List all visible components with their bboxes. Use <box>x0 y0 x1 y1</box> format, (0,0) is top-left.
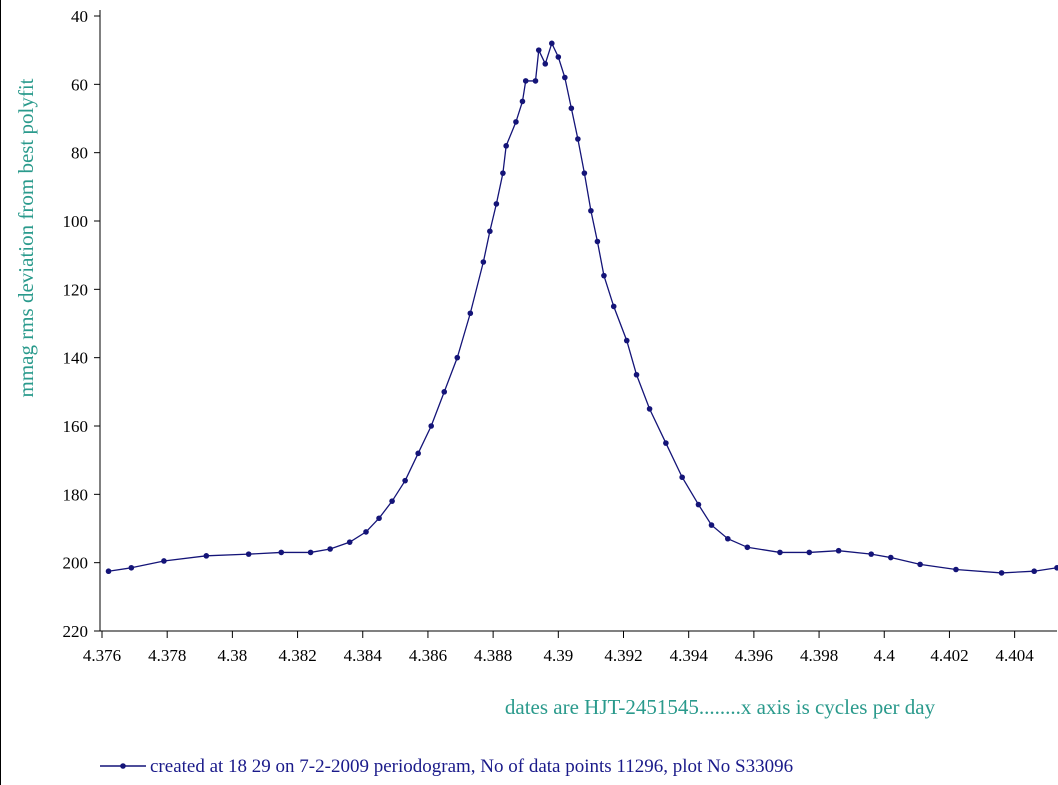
data-point <box>555 54 562 60</box>
data-point <box>389 498 395 504</box>
data-point <box>307 549 314 556</box>
data-point <box>278 549 285 556</box>
data-point <box>415 450 421 457</box>
data-point <box>161 558 167 564</box>
data-point <box>887 554 894 561</box>
x-tick-label: 4.404 <box>996 646 1035 665</box>
data-point <box>493 201 500 207</box>
data-point <box>535 47 542 53</box>
y-tick-label: 140 <box>63 349 89 368</box>
data-point <box>575 136 581 142</box>
x-tick-label: 4.402 <box>930 646 968 665</box>
data-point <box>402 477 408 484</box>
data-point <box>519 98 526 105</box>
data-point <box>128 564 135 571</box>
data-point <box>725 535 731 542</box>
data-point <box>623 337 630 344</box>
data-point <box>376 515 382 522</box>
legend-label: created at 18 29 on 7-2-2009 periodogram… <box>150 756 793 777</box>
x-tick-label: 4.388 <box>474 646 512 665</box>
y-tick-label: 120 <box>63 280 89 299</box>
data-point <box>744 544 751 551</box>
data-point <box>203 553 210 559</box>
data-point <box>594 238 601 245</box>
y-tick-label: 80 <box>71 144 88 163</box>
y-tick-label: 40 <box>71 7 88 26</box>
data-point <box>1031 568 1037 575</box>
data-point <box>487 228 493 235</box>
y-axis-label: mmag rms deviation from best polyfit <box>14 78 38 397</box>
data-point <box>806 549 813 556</box>
x-tick-label: 4.376 <box>83 646 121 665</box>
data-point <box>868 551 875 557</box>
data-point <box>663 440 669 446</box>
y-tick-label: 60 <box>71 75 88 94</box>
data-point <box>467 310 474 317</box>
data-point <box>105 568 112 575</box>
data-point <box>835 547 842 554</box>
data-point <box>568 105 575 112</box>
legend-marker <box>120 763 126 769</box>
data-point <box>500 170 506 176</box>
data-point <box>363 529 369 535</box>
x-axis-label: dates are HJT-2451545........x axis is c… <box>505 695 936 719</box>
legend: created at 18 29 on 7-2-2009 periodogram… <box>100 756 793 777</box>
data-point <box>562 74 568 81</box>
data-point <box>454 354 461 361</box>
data-point <box>522 78 529 84</box>
series-line <box>108 41 1058 574</box>
y-tick-label: 100 <box>63 212 89 231</box>
data-point <box>1054 564 1058 571</box>
x-tick-label: 4.396 <box>735 646 773 665</box>
data-point <box>708 522 715 528</box>
x-tick-label: 4.384 <box>344 646 383 665</box>
x-tick-label: 4.378 <box>148 646 186 665</box>
y-tick-label: 160 <box>63 417 89 436</box>
data-point <box>441 389 448 395</box>
data-point <box>777 549 783 556</box>
x-tick-label: 4.386 <box>409 646 447 665</box>
x-tick-label: 4.398 <box>800 646 838 665</box>
data-point <box>548 40 555 47</box>
x-tick-label: 4.39 <box>543 646 573 665</box>
data-point <box>633 371 640 378</box>
y-tick-label: 220 <box>63 622 89 641</box>
x-tick-label: 4.382 <box>278 646 316 665</box>
x-tick-label: 4.394 <box>670 646 709 665</box>
data-point <box>646 406 653 412</box>
x-tick-label: 4.38 <box>218 646 248 665</box>
data-point <box>513 119 519 125</box>
data-point <box>588 207 594 214</box>
data-point <box>953 566 959 573</box>
x-tick-label: 4.392 <box>604 646 642 665</box>
data-point <box>695 501 702 508</box>
data-point <box>327 546 333 552</box>
data-point <box>542 61 549 67</box>
data-point <box>346 539 353 545</box>
data-point <box>998 570 1005 576</box>
data-point <box>581 170 588 176</box>
data-point <box>480 259 487 265</box>
x-tick-label: 4.4 <box>874 646 896 665</box>
data-point <box>917 561 923 568</box>
data-point <box>610 303 617 310</box>
data-point <box>532 78 539 84</box>
data-point <box>503 143 509 149</box>
y-tick-label: 200 <box>63 554 89 573</box>
data-point <box>245 551 252 557</box>
data-point <box>601 272 607 279</box>
y-tick-label: 180 <box>63 485 89 504</box>
data-point <box>428 423 434 429</box>
data-point <box>679 474 685 481</box>
